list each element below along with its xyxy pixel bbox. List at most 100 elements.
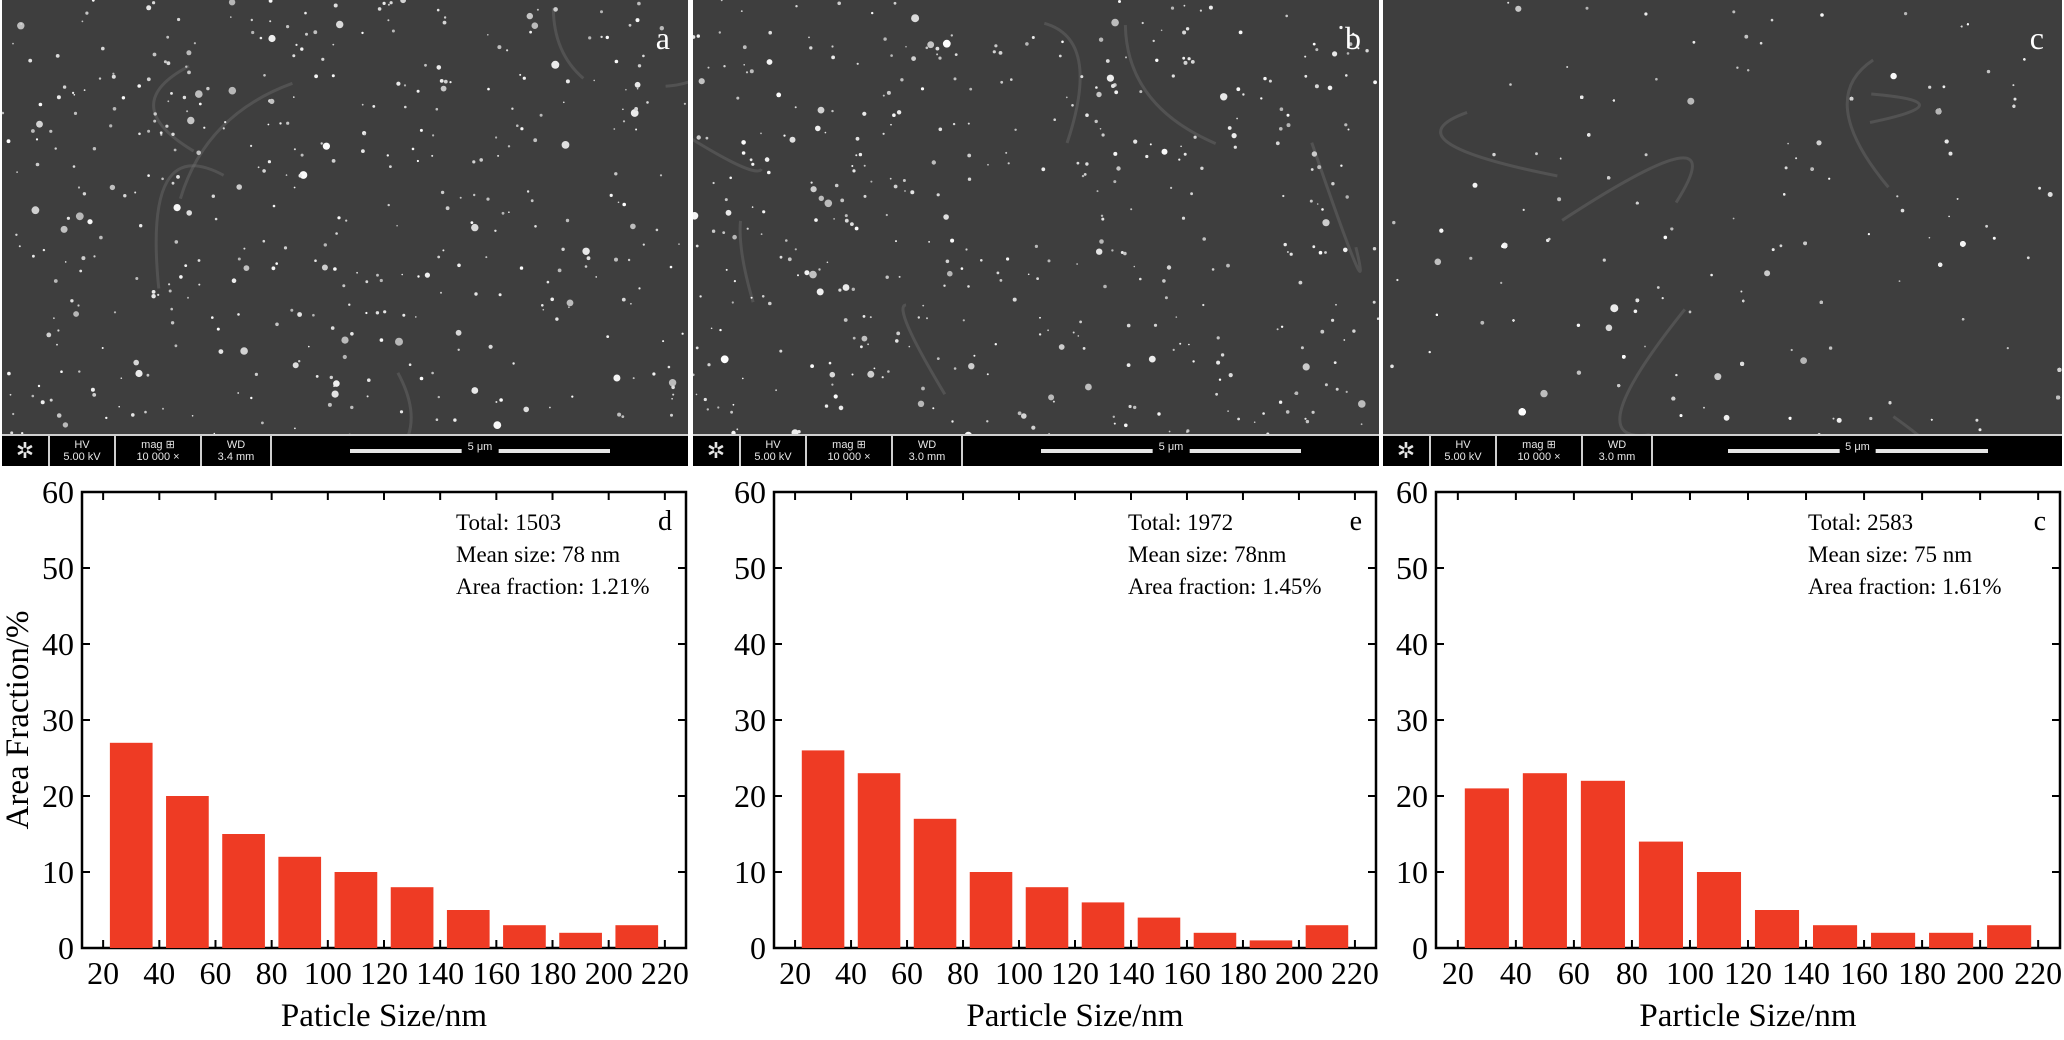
hv-cell: HV 5.00 kV [50,436,116,466]
panel-letter-c: c [2029,20,2044,56]
sem-texture [693,0,1379,436]
bar [1580,780,1625,948]
bar [1929,932,1974,948]
x-tick-label: 80 [947,955,979,991]
x-tick-label: 220 [641,955,689,991]
mag-cell: mag ⊞ 10 000 × [807,436,893,466]
y-tick-label: 20 [1396,778,1428,814]
microscope-logo-icon: ✲ [1383,436,1431,466]
bar [1249,940,1293,948]
wd-cell: WD 3.0 mm [893,436,963,466]
bar [166,796,209,948]
y-tick-label: 60 [734,474,766,510]
bar [913,818,957,948]
bar [969,872,1013,948]
x-tick-label: 120 [1051,955,1099,991]
bar [503,925,546,948]
y-tick-label: 0 [1412,930,1428,966]
x-tick-label: 40 [143,955,175,991]
bar [278,856,322,948]
scale-bar-label: 5 μm [461,441,499,453]
bar [1696,872,1742,948]
stats-annotation: Total: 2583 [1808,510,1913,535]
y-tick-label: 10 [1396,854,1428,890]
x-tick-label: 60 [199,955,231,991]
x-tick-label: 140 [1107,955,1155,991]
y-tick-label: 20 [42,778,74,814]
stats-annotation: Mean size: 78nm [1128,542,1287,567]
y-tick-label: 10 [42,854,74,890]
sem-image-b: b ✲ HV 5.00 kV mag ⊞ 10 000 × WD 3.0 mm 5 μ… [693,0,1379,466]
x-axis-label: Paticle Size/nm [281,998,488,1034]
y-axis-label: Area Fraction/% [0,611,36,830]
x-tick-label: 80 [256,955,288,991]
x-tick-label: 220 [2014,955,2062,991]
panel-letter-a: a [655,20,670,56]
x-tick-label: 20 [779,955,811,991]
x-tick-label: 60 [891,955,923,991]
bar [1522,773,1567,948]
sem-image-c: c ✲ HV 5.00 kV mag ⊞ 10 000 × WD 3.0 mm 5 μ… [1383,0,2062,466]
bar [390,887,434,948]
x-tick-label: 180 [1219,955,1267,991]
scale-bar: 5 μm [963,436,1379,466]
microscope-logo-icon: ✲ [2,436,50,466]
panel-letter: e [1350,506,1362,537]
bar [1812,925,1858,948]
scale-bar: 5 μm [1653,436,2062,466]
bar [1305,925,1349,948]
scale-bar: 5 μm [272,436,688,466]
x-tick-label: 120 [360,955,408,991]
bar [1137,917,1181,948]
y-tick-label: 60 [42,474,74,510]
x-axis-label: Particle Size/nm [966,998,1184,1034]
x-tick-label: 20 [1442,955,1474,991]
bar [559,932,602,948]
x-tick-label: 100 [1666,955,1714,991]
panel-letter: d [658,506,672,537]
wd-cell: WD 3.4 mm [202,436,272,466]
x-tick-label: 20 [87,955,119,991]
y-tick-label: 40 [42,626,74,662]
x-tick-label: 60 [1558,955,1590,991]
bar [615,925,659,948]
bar [1638,841,1684,948]
mag-cell: mag ⊞ 10 000 × [1497,436,1583,466]
microscope-logo-icon: ✲ [693,436,741,466]
x-tick-label: 160 [1163,955,1211,991]
sem-databar: ✲ HV 5.00 kV mag ⊞ 10 000 × WD 3.0 mm 5 μm [693,434,1379,466]
y-tick-label: 30 [1396,702,1428,738]
y-tick-label: 50 [1396,550,1428,586]
panel-letter-b: b [1345,20,1361,56]
x-tick-label: 40 [835,955,867,991]
sem-databar: ✲ HV 5.00 kV mag ⊞ 10 000 × WD 3.4 mm 5 μm [2,434,688,466]
y-tick-label: 40 [1396,626,1428,662]
x-tick-label: 140 [1782,955,1830,991]
x-tick-label: 160 [1840,955,1888,991]
x-tick-label: 220 [1331,955,1379,991]
hv-cell: HV 5.00 kV [1431,436,1497,466]
scale-bar-label: 5 μm [1152,441,1190,453]
y-tick-label: 0 [58,930,74,966]
x-tick-label: 200 [585,955,633,991]
stats-annotation: Mean size: 75 nm [1808,542,1972,567]
y-tick-label: 50 [42,550,74,586]
y-tick-label: 20 [734,778,766,814]
stats-annotation: Total: 1972 [1128,510,1233,535]
mag-cell: mag ⊞ 10 000 × [116,436,202,466]
x-tick-label: 200 [1956,955,2004,991]
bar [1987,925,2032,948]
hv-cell: HV 5.00 kV [741,436,807,466]
x-tick-label: 180 [529,955,577,991]
y-tick-label: 50 [734,550,766,586]
bar [801,750,845,948]
bar [1464,788,1509,948]
sem-image-a: a ✲ HV 5.00 kV mag ⊞ 10 000 × WD 3.4 mm 5 μ… [2,0,688,466]
stats-annotation: Area fraction: 1.21% [456,574,650,599]
bar [109,742,153,948]
bar [222,834,265,948]
x-tick-label: 100 [995,955,1043,991]
x-tick-label: 80 [1616,955,1648,991]
x-tick-label: 140 [416,955,464,991]
